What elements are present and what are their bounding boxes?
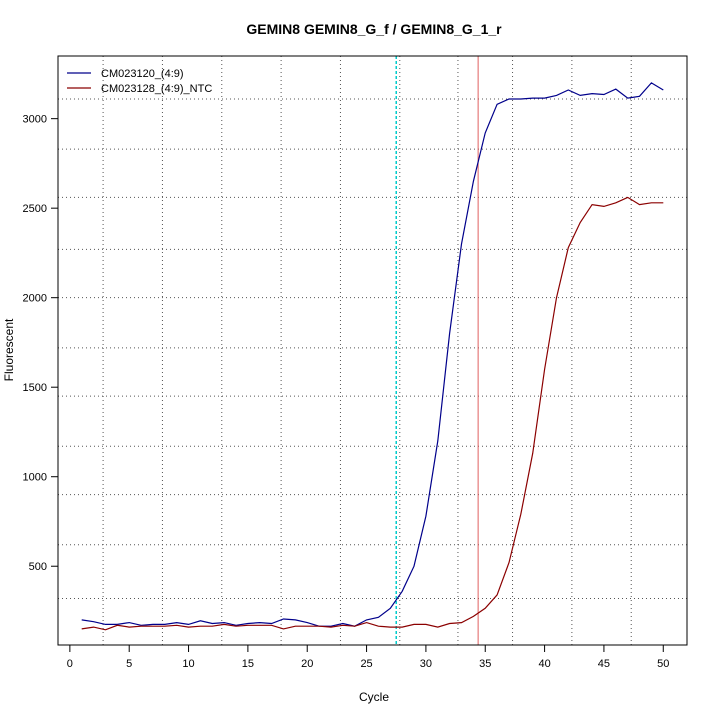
chart-title: GEMIN8 GEMIN8_G_f / GEMIN8_G_1_r xyxy=(246,21,502,37)
legend-label-2: CM023128_(4:9)_NTC xyxy=(101,83,212,95)
x-tick-label: 5 xyxy=(126,658,132,670)
x-axis: 0 5 10 15 20 25 30 35 40 45 50 xyxy=(67,644,669,670)
y-tick-label: 2500 xyxy=(23,203,47,215)
y-tick-label: 2000 xyxy=(23,293,47,305)
y-tick-label: 500 xyxy=(29,561,47,573)
y-tick-label: 1500 xyxy=(23,382,47,394)
series-line-1 xyxy=(81,82,664,627)
x-tick-label: 35 xyxy=(479,658,491,670)
x-tick-label: 45 xyxy=(598,658,610,670)
x-tick-label: 50 xyxy=(657,658,669,670)
x-tick-label: 0 xyxy=(67,658,73,670)
x-tick-label: 40 xyxy=(538,658,550,670)
x-tick-label: 25 xyxy=(360,658,372,670)
series-group xyxy=(81,82,664,631)
series-line-2 xyxy=(81,196,664,631)
x-tick-label: 15 xyxy=(242,658,254,670)
y-axis-label: Fluorescent xyxy=(2,318,16,381)
y-tick-label: 3000 xyxy=(23,114,47,126)
legend-label-1: CM023120_(4:9) xyxy=(101,68,184,80)
grid xyxy=(58,56,687,645)
y-tick-label: 1000 xyxy=(23,472,47,484)
y-axis: 500 1000 1500 2000 2500 3000 xyxy=(23,114,59,573)
reference-lines xyxy=(395,56,479,645)
x-tick-label: 10 xyxy=(182,658,194,670)
x-tick-label: 30 xyxy=(420,658,432,670)
legend: CM023120_(4:9) CM023128_(4:9)_NTC xyxy=(67,68,212,95)
x-tick-label: 20 xyxy=(301,658,313,670)
x-axis-label: Cycle xyxy=(359,690,389,704)
